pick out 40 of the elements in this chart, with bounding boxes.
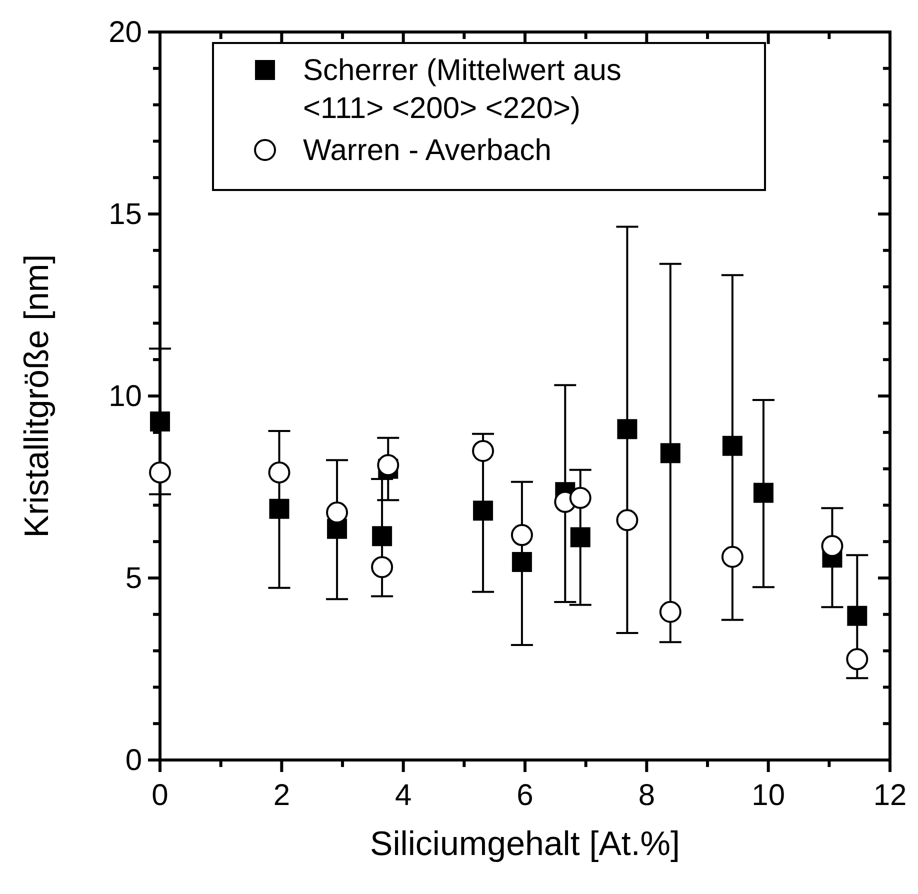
point [847,606,868,626]
point [371,556,394,578]
point [660,443,680,464]
point [617,419,638,440]
y-axis-title: Kristallitgröße [nm] [18,254,56,538]
y-tick-label: 5 [125,562,142,595]
x-tick-label: 2 [273,779,290,812]
point [753,482,774,503]
point [472,440,494,462]
x-tick-label: 6 [516,779,534,812]
point [721,546,744,568]
point [722,436,742,456]
point [150,411,170,432]
point [149,461,171,484]
y-tick-label: 15 [108,198,142,231]
x-tick-label: 4 [394,779,412,812]
point [616,509,638,532]
legend-label: Warren - Averbach [303,134,552,167]
point [510,524,533,546]
point [326,501,348,524]
point [512,552,532,572]
point [821,534,844,557]
point [569,486,592,509]
legend-label: Scherrer (Mittelwert aus <111> <200> <220>) [303,54,622,125]
x-tick-label: 0 [152,779,168,812]
point [473,500,494,521]
point [372,526,392,546]
x-axis-title: Siliciumgehalt [At.%] [370,825,680,863]
point [268,461,290,484]
y-tick-label: 10 [108,380,142,413]
y-tick-label: 20 [108,16,142,49]
x-tick-label: 12 [873,779,907,812]
point [659,600,682,623]
x-tick-label: 10 [752,779,786,812]
y-tick-label: 0 [125,744,142,777]
point [846,648,868,670]
point [570,527,590,548]
point [269,498,290,519]
x-tick-label: 8 [638,779,656,812]
point [377,454,400,476]
